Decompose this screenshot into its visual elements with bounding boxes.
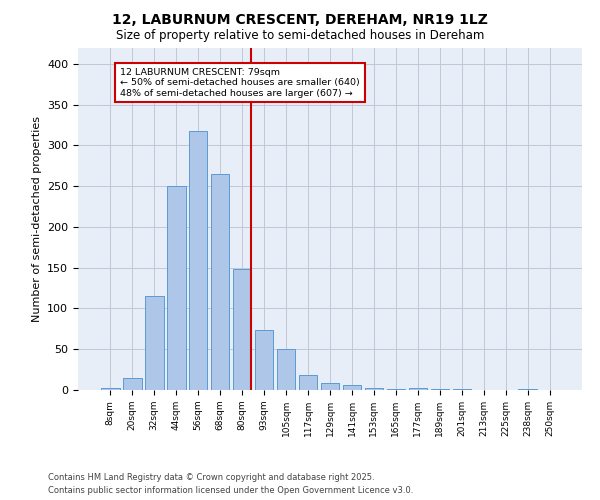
Text: Contains HM Land Registry data © Crown copyright and database right 2025.: Contains HM Land Registry data © Crown c… [48, 474, 374, 482]
Bar [452, 389, 471, 390]
Bar [101, 388, 119, 390]
Bar [343, 385, 361, 390]
Text: Contains public sector information licensed under the Open Government Licence v3: Contains public sector information licen… [48, 486, 413, 495]
Bar [386, 389, 405, 390]
Bar [255, 330, 274, 390]
Bar [365, 388, 383, 390]
Text: Size of property relative to semi-detached houses in Dereham: Size of property relative to semi-detach… [116, 29, 484, 42]
Bar [409, 388, 427, 390]
Text: 12 LABURNUM CRESCENT: 79sqm
← 50% of semi-detached houses are smaller (640)
48% : 12 LABURNUM CRESCENT: 79sqm ← 50% of sem… [120, 68, 360, 98]
Bar [167, 186, 185, 390]
Bar [123, 378, 142, 390]
Bar [211, 174, 229, 390]
Bar [320, 382, 340, 390]
Bar [145, 296, 164, 390]
Bar [299, 376, 317, 390]
Bar [277, 349, 295, 390]
Bar [518, 389, 537, 390]
Text: 12, LABURNUM CRESCENT, DEREHAM, NR19 1LZ: 12, LABURNUM CRESCENT, DEREHAM, NR19 1LZ [112, 12, 488, 26]
Bar [431, 389, 449, 390]
Bar [233, 270, 251, 390]
Y-axis label: Number of semi-detached properties: Number of semi-detached properties [32, 116, 41, 322]
Bar [189, 130, 208, 390]
